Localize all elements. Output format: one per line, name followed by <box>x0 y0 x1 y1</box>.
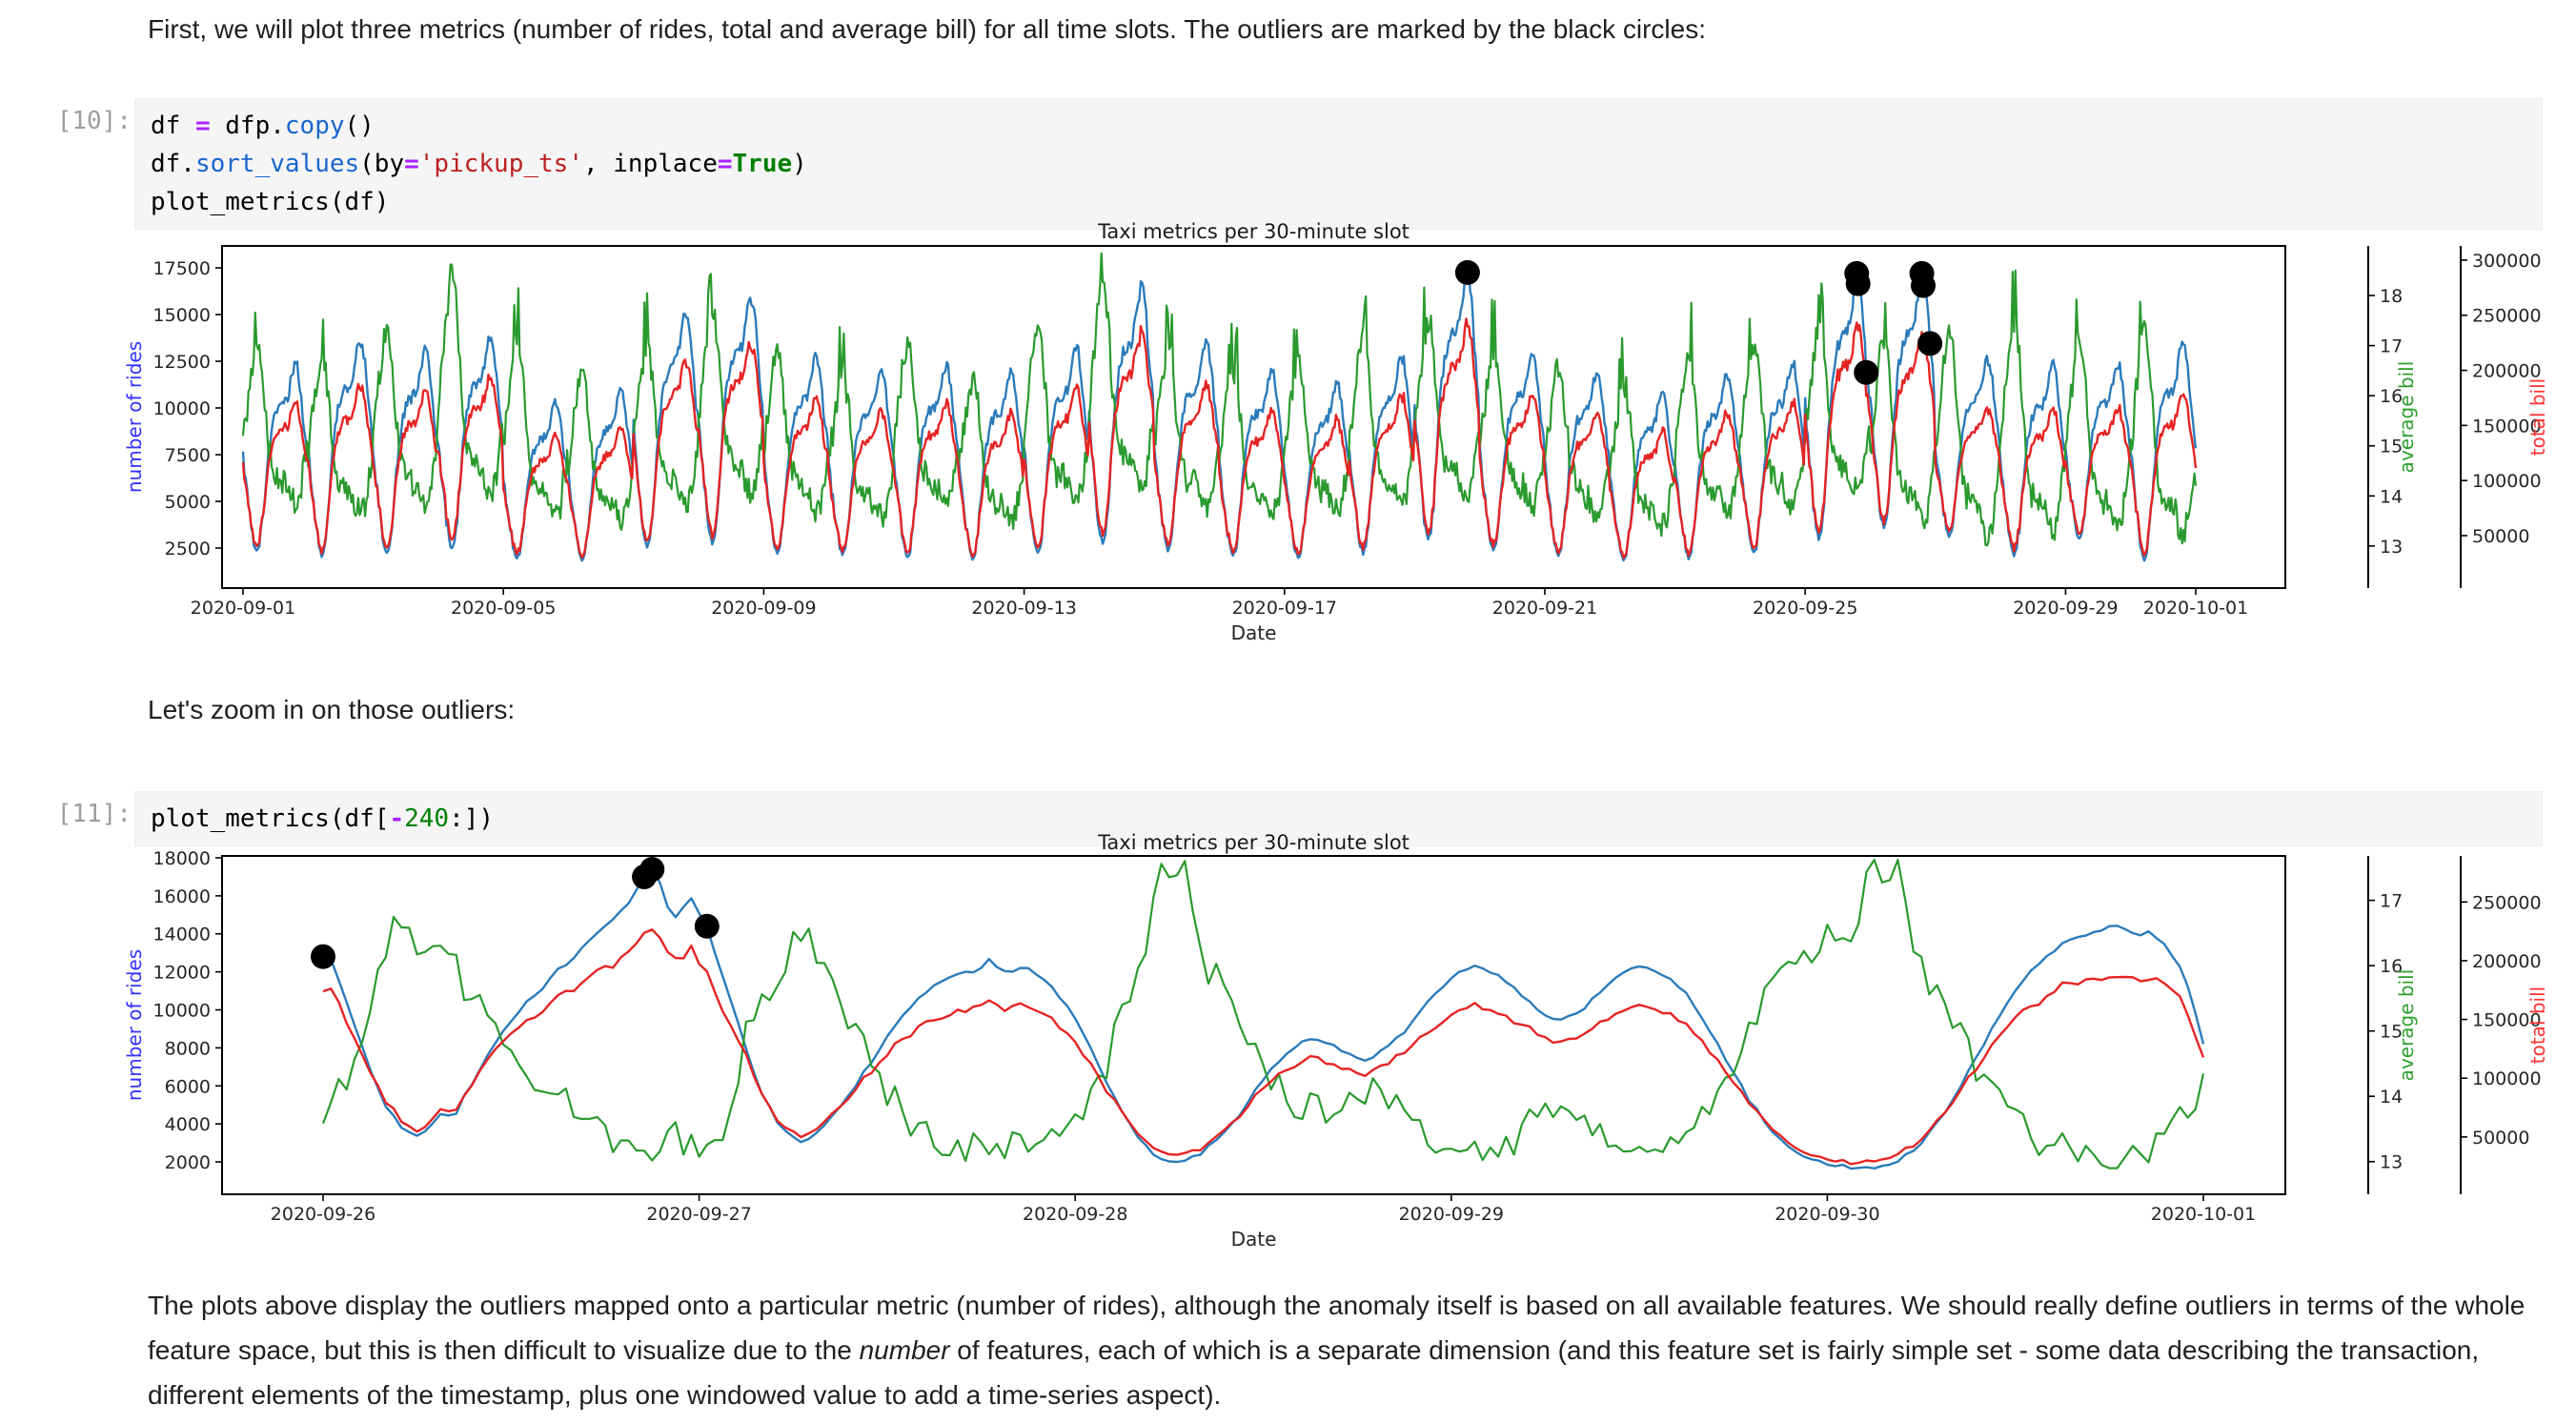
svg-text:250000: 250000 <box>2472 306 2542 327</box>
code-line: df.sort_values(by='pickup_ts', inplace=T… <box>151 150 807 178</box>
svg-text:18000: 18000 <box>153 848 211 869</box>
figure-output-1: Taxi metrics per 30-minute slot 2500 5000 7… <box>0 220 2576 658</box>
svg-text:2020-10-01: 2020-10-01 <box>2143 598 2248 619</box>
svg-text:2020-09-09: 2020-09-09 <box>711 598 816 619</box>
svg-text:number of rides: number of rides <box>123 949 146 1101</box>
figure-output-2: Taxi metrics per 30-minute slot 2000 4000 6… <box>0 827 2576 1263</box>
svg-text:Date: Date <box>1231 621 1277 644</box>
svg-text:2020-09-21: 2020-09-21 <box>1492 598 1597 619</box>
svg-text:2020-09-25: 2020-09-25 <box>1753 598 1857 619</box>
svg-text:10000: 10000 <box>153 1000 211 1021</box>
svg-text:13: 13 <box>2380 1152 2403 1173</box>
svg-text:2020-09-26: 2020-09-26 <box>271 1204 375 1225</box>
svg-text:Taxi metrics per 30-minute slo: Taxi metrics per 30-minute slot <box>1097 222 1410 243</box>
svg-text:15: 15 <box>2380 1022 2403 1043</box>
outlier-marker <box>1854 359 1879 385</box>
svg-text:2020-09-27: 2020-09-27 <box>646 1204 751 1225</box>
markdown-intro: First, we will plot three metrics (numbe… <box>148 14 1706 44</box>
svg-text:2020-09-28: 2020-09-28 <box>1023 1204 1127 1225</box>
svg-text:14: 14 <box>2380 1087 2403 1108</box>
markdown-zoom: Let's zoom in on those outliers: <box>148 695 516 724</box>
svg-text:number of rides: number of rides <box>123 341 146 493</box>
svg-text:250000: 250000 <box>2472 892 2542 913</box>
svg-text:4000: 4000 <box>165 1114 211 1135</box>
outlier-marker <box>1917 331 1943 356</box>
outlier-marker <box>1910 273 1936 298</box>
outlier-marker <box>639 856 665 882</box>
svg-text:100000: 100000 <box>2472 1068 2542 1089</box>
svg-text:15: 15 <box>2380 437 2403 458</box>
code-line: plot_metrics(df) <box>151 188 390 216</box>
svg-text:total bill: total bill <box>2526 987 2549 1064</box>
svg-text:16000: 16000 <box>153 886 211 907</box>
svg-text:100000: 100000 <box>2472 471 2542 492</box>
svg-text:50000: 50000 <box>2472 526 2529 547</box>
svg-text:150000: 150000 <box>2472 416 2542 437</box>
svg-text:14: 14 <box>2380 486 2403 507</box>
svg-text:2000: 2000 <box>165 1152 211 1173</box>
svg-text:17: 17 <box>2380 336 2403 357</box>
svg-text:200000: 200000 <box>2472 951 2542 972</box>
svg-text:17500: 17500 <box>153 258 211 279</box>
svg-text:2020-09-30: 2020-09-30 <box>1775 1204 1879 1225</box>
svg-text:2020-09-13: 2020-09-13 <box>971 598 1076 619</box>
svg-text:7500: 7500 <box>165 445 211 466</box>
svg-text:12500: 12500 <box>153 352 211 373</box>
outlier-marker <box>1845 271 1871 296</box>
taxi-metrics-chart-last-240: Taxi metrics per 30-minute slot 2000 4000 6… <box>123 831 2549 1251</box>
svg-text:50000: 50000 <box>2472 1128 2529 1149</box>
svg-text:total bill: total bill <box>2526 378 2549 456</box>
svg-text:17: 17 <box>2380 891 2403 912</box>
code-input-10[interactable]: df = dfp.copy() df.sort_values(by='pickup… <box>134 98 2543 230</box>
svg-text:2020-10-01: 2020-10-01 <box>2151 1204 2256 1225</box>
svg-text:12000: 12000 <box>153 963 211 984</box>
svg-text:15000: 15000 <box>153 305 211 326</box>
svg-text:2020-09-29: 2020-09-29 <box>1399 1204 1504 1225</box>
taxi-metrics-chart-all-slots: Taxi metrics per 30-minute slot 2500 5000 7… <box>123 220 2549 644</box>
outro-italic: number <box>859 1335 950 1365</box>
svg-text:2020-09-17: 2020-09-17 <box>1232 598 1337 619</box>
svg-text:Taxi metrics per 30-minute slo: Taxi metrics per 30-minute slot <box>1097 831 1410 854</box>
svg-text:10000: 10000 <box>153 398 211 419</box>
svg-text:Date: Date <box>1231 1228 1277 1251</box>
cell-prompt-10: [10]: <box>56 107 132 135</box>
svg-text:average bill: average bill <box>2395 361 2418 474</box>
cell-prompt-11: [11]: <box>56 800 132 828</box>
code-input-11[interactable]: plot_metrics(df[-240:]) <box>134 791 2543 846</box>
svg-text:18: 18 <box>2380 286 2403 307</box>
svg-text:2020-09-01: 2020-09-01 <box>191 598 295 619</box>
svg-text:6000: 6000 <box>165 1076 211 1097</box>
svg-text:2020-09-29: 2020-09-29 <box>2013 598 2118 619</box>
svg-text:2020-09-05: 2020-09-05 <box>451 598 556 619</box>
svg-text:200000: 200000 <box>2472 361 2542 382</box>
svg-text:150000: 150000 <box>2472 1010 2542 1031</box>
svg-text:300000: 300000 <box>2472 251 2542 272</box>
svg-text:13: 13 <box>2380 537 2403 558</box>
outro-text: of features, each of which is a separate… <box>148 1335 2480 1410</box>
svg-text:8000: 8000 <box>165 1038 211 1059</box>
svg-text:16: 16 <box>2380 386 2403 407</box>
svg-text:2500: 2500 <box>165 539 211 559</box>
code-line: plot_metrics(df[-240:]) <box>151 804 495 833</box>
code-line: df = dfp.copy() <box>151 112 375 140</box>
markdown-outro: The plots above display the outliers map… <box>148 1283 2573 1417</box>
svg-text:14000: 14000 <box>153 925 211 946</box>
svg-text:16: 16 <box>2380 956 2403 977</box>
outlier-marker <box>311 944 335 969</box>
outlier-marker <box>1454 259 1480 285</box>
outlier-marker <box>694 913 720 939</box>
outro-text: The plots above display the outliers map… <box>148 1291 2525 1365</box>
svg-text:average bill: average bill <box>2395 969 2418 1082</box>
svg-text:5000: 5000 <box>165 492 211 513</box>
